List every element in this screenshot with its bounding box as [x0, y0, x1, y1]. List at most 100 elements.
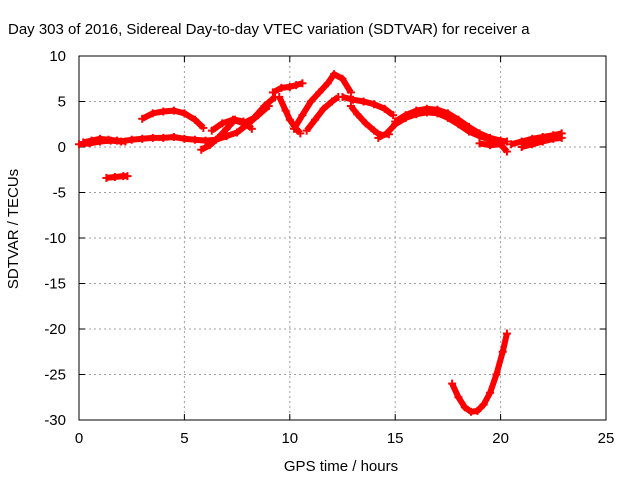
data-point — [311, 115, 320, 124]
data-point — [327, 97, 336, 106]
series-line-18 — [449, 332, 510, 415]
data-point — [528, 140, 537, 149]
data-point — [486, 133, 495, 142]
data-point — [96, 134, 105, 143]
y-tick-label: -5 — [53, 185, 66, 202]
data-point — [338, 92, 347, 101]
data-point — [502, 147, 511, 156]
data-point — [486, 141, 495, 150]
data-point — [275, 92, 284, 101]
data-point — [121, 137, 130, 146]
data-point — [538, 137, 547, 146]
data-point — [359, 97, 368, 106]
x-tick-label: 25 — [598, 430, 615, 447]
data-point — [218, 119, 227, 128]
data-point — [370, 100, 379, 109]
data-point — [296, 129, 305, 138]
data-point — [454, 393, 463, 402]
data-point — [190, 115, 199, 124]
y-tick-label: -10 — [44, 230, 66, 247]
data-point — [412, 106, 421, 115]
data-point — [169, 106, 178, 115]
data-point — [502, 137, 511, 146]
x-axis-label: GPS time / hours — [284, 458, 398, 475]
data-point — [464, 122, 473, 131]
data-point — [159, 133, 168, 142]
data-point — [330, 70, 339, 79]
data-point — [486, 388, 495, 397]
data-point — [315, 88, 324, 97]
y-tick-label: -15 — [44, 276, 66, 293]
data-point — [148, 109, 157, 118]
data-point — [380, 104, 389, 113]
data-point — [199, 123, 208, 132]
data-point — [285, 115, 294, 124]
data-point — [433, 105, 442, 114]
data-point — [549, 134, 558, 143]
data-point — [323, 79, 332, 88]
data-point — [79, 138, 88, 147]
data-point — [349, 95, 358, 104]
data-point — [138, 134, 147, 143]
data-point — [197, 145, 206, 154]
data-point — [180, 109, 189, 118]
data-point — [201, 136, 210, 145]
data-point — [401, 111, 410, 120]
data-point — [302, 126, 311, 135]
data-point — [306, 97, 315, 106]
series-line-15 — [478, 140, 510, 154]
data-point — [233, 128, 242, 137]
data-point — [87, 136, 96, 145]
data-point — [228, 115, 237, 124]
data-point — [75, 140, 83, 149]
data-point — [346, 88, 355, 97]
chart-title: Day 303 of 2016, Sidereal Day-to-day VTE… — [8, 21, 530, 38]
data-point — [391, 117, 400, 126]
data-point — [502, 329, 511, 338]
data-point — [239, 119, 248, 128]
y-tick-label: 10 — [49, 48, 66, 65]
data-point — [517, 143, 526, 151]
data-point — [169, 132, 178, 141]
data-point — [180, 134, 189, 143]
data-point — [361, 119, 370, 128]
data-point — [382, 129, 391, 138]
y-tick-label: -20 — [44, 321, 66, 338]
data-point — [159, 107, 168, 116]
data-point — [285, 82, 294, 91]
data-point — [443, 109, 452, 118]
data-point — [268, 88, 277, 97]
data-point — [281, 106, 290, 115]
data-point — [298, 79, 307, 88]
data-point — [507, 140, 516, 149]
data-point — [498, 347, 507, 356]
data-point — [222, 124, 231, 133]
data-point — [422, 104, 431, 113]
data-point — [319, 104, 328, 113]
data-point — [454, 115, 463, 124]
data-point — [292, 81, 301, 90]
y-axis-label: SDTVAR / TECUs — [5, 169, 22, 289]
data-point — [260, 102, 269, 111]
data-point — [473, 406, 482, 415]
data-point — [104, 135, 113, 144]
data-point — [205, 141, 214, 150]
data-point — [277, 83, 286, 92]
data-point — [374, 133, 383, 142]
x-tick-label: 5 — [180, 430, 188, 447]
data-point — [448, 379, 457, 388]
x-tick-label: 20 — [492, 430, 509, 447]
data-point — [346, 102, 355, 111]
data-point — [389, 111, 398, 120]
data-point — [249, 113, 258, 122]
data-point — [138, 114, 147, 123]
data-point — [298, 111, 307, 120]
x-tick-label: 0 — [75, 430, 83, 447]
data-point — [190, 135, 199, 144]
y-tick-label: -30 — [44, 412, 66, 429]
data-point — [370, 126, 379, 135]
x-tick-label: 15 — [387, 430, 404, 447]
data-point — [148, 133, 157, 142]
data-point — [557, 133, 566, 142]
